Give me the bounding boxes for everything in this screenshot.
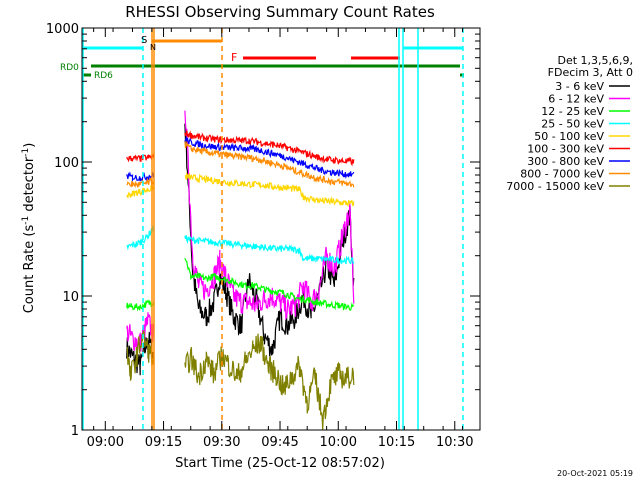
chart-legend: Det 1,3,5,6,9,FDecim 3, Att 03 - 6 keV6 …	[506, 54, 633, 193]
plot-data-layer: SN F RD0 RD6	[60, 28, 464, 431]
legend-item-7: 300 - 800 keV	[527, 155, 604, 168]
series-line-7	[126, 136, 355, 183]
legend-item-6: 100 - 300 keV	[527, 143, 604, 156]
saa-label: S	[141, 35, 147, 46]
svg-text:Count Rate (s-1 detector-1): Count Rate (s-1 detector-1)	[21, 143, 37, 314]
x-tick-label: 09:45	[261, 435, 298, 450]
x-tick-label: 09:30	[203, 435, 240, 450]
legend-header-1: Det 1,3,5,6,9,	[557, 54, 633, 67]
x-tick-label: 10:15	[378, 435, 415, 450]
rd0-label: RD0	[60, 63, 79, 73]
series-line-6	[126, 130, 355, 167]
legend-header-2: FDecim 3, Att 0	[548, 66, 633, 79]
series-line-5	[126, 172, 355, 208]
x-tick-label: 10:30	[436, 435, 473, 450]
legend-item-4: 25 - 50 keV	[541, 118, 604, 131]
plot-frame	[81, 27, 481, 431]
x-tick-label: 10:00	[320, 435, 357, 450]
x-tick-label: 09:15	[145, 435, 182, 450]
series-line-1	[126, 123, 355, 376]
series-line-2	[126, 110, 355, 352]
legend-item-5: 50 - 100 keV	[534, 130, 604, 143]
y-axis-label: Count Rate (s-1 detector-1)	[21, 143, 37, 314]
y-tick-label: 100	[54, 156, 79, 171]
y-tick-label: 1	[71, 424, 79, 439]
series-line-3	[126, 257, 355, 312]
legend-item-2: 6 - 12 keV	[548, 93, 604, 106]
timestamp-footer: 20-Oct-2021 05:19	[557, 469, 633, 478]
flare-label: F	[231, 51, 237, 64]
series-line-8	[126, 140, 355, 189]
plot-axes: 1 10 100 1000 09:00 09:15 09:30 09:45 10:00 10:15…	[46, 22, 481, 450]
chart-title: RHESSI Observing Summary Count Rates	[125, 3, 435, 21]
y-tick-label: 10	[62, 290, 79, 305]
legend-item-1: 3 - 6 keV	[555, 80, 604, 93]
x-axis-label: Start Time (25-Oct-12 08:57:02)	[175, 456, 385, 471]
x-tick-label: 09:00	[87, 435, 124, 450]
legend-item-3: 12 - 25 keV	[541, 105, 604, 118]
series-line-4	[126, 225, 355, 265]
legend-item-8: 800 - 7000 keV	[520, 168, 604, 181]
rd6-label: RD6	[94, 71, 113, 81]
night-label: N	[150, 43, 156, 52]
y-tick-label: 1000	[46, 22, 79, 37]
series-line-9	[126, 330, 355, 431]
legend-item-9: 7000 - 15000 keV	[506, 180, 604, 193]
